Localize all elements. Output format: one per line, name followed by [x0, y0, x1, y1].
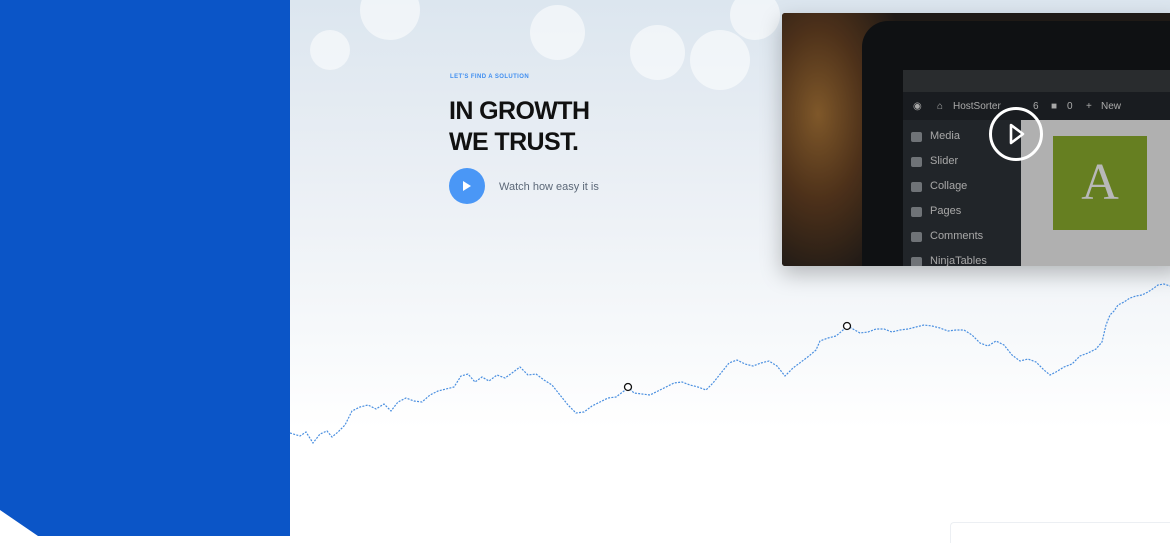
comment-icon: ■ — [1051, 101, 1058, 112]
bokeh-light — [630, 25, 685, 80]
site-name: HostSorter — [953, 101, 1001, 112]
headline-line-1: IN GROWTH — [449, 97, 590, 125]
plus-icon: + — [1086, 101, 1092, 112]
card-edge — [950, 522, 1170, 543]
tables-icon — [911, 257, 922, 266]
hero-headline: IN GROWTH WE TRUST. — [449, 96, 590, 158]
growth-marker — [842, 321, 852, 331]
home-icon: ⌂ — [937, 101, 944, 112]
play-circle-icon — [1009, 123, 1025, 145]
menu-item-media: Media — [930, 130, 960, 142]
growth-line — [289, 283, 1170, 445]
menu-item-ninjatables: NinjaTables — [930, 255, 987, 266]
left-corner-shape — [0, 510, 38, 536]
plugin-logo: A — [1053, 136, 1147, 230]
bokeh-light — [690, 30, 750, 90]
hero-eyebrow: LET'S FIND A SOLUTION — [450, 74, 530, 80]
updates-count: 6 — [1033, 101, 1039, 112]
media-icon — [911, 132, 922, 142]
collage-icon — [911, 182, 922, 192]
slider-icon — [911, 157, 922, 167]
wp-content-area: A — [1021, 120, 1170, 266]
video-overlay — [782, 13, 1170, 266]
comments-icon — [911, 232, 922, 242]
video-thumbnail[interactable]: ◉ ⌂ HostSorter 6 ■ 0 + New Media Slider … — [782, 13, 1170, 266]
bokeh-light — [530, 5, 585, 60]
video-play-button[interactable] — [989, 107, 1043, 161]
growth-marker — [623, 382, 633, 392]
menu-item-collage: Collage — [930, 180, 968, 192]
bokeh-light — [730, 0, 780, 40]
menu-item-comments: Comments — [930, 230, 984, 242]
watch-play-button[interactable] — [449, 168, 485, 204]
left-blue-panel — [0, 0, 290, 536]
play-icon — [463, 181, 471, 191]
new-label: New — [1101, 101, 1122, 112]
bokeh-light — [310, 30, 350, 70]
menu-item-slider: Slider — [930, 155, 959, 167]
menu-item-pages: Pages — [930, 205, 962, 217]
browser-toolbar — [903, 70, 1170, 92]
pages-icon — [911, 207, 922, 217]
watch-link-text[interactable]: Watch how easy it is — [499, 181, 599, 193]
wordpress-icon: ◉ — [913, 101, 922, 112]
headline-line-2: WE TRUST. — [449, 128, 579, 156]
comments-count: 0 — [1067, 101, 1073, 112]
wp-admin-bar: ◉ ⌂ HostSorter 6 ■ 0 + New — [903, 92, 1170, 120]
